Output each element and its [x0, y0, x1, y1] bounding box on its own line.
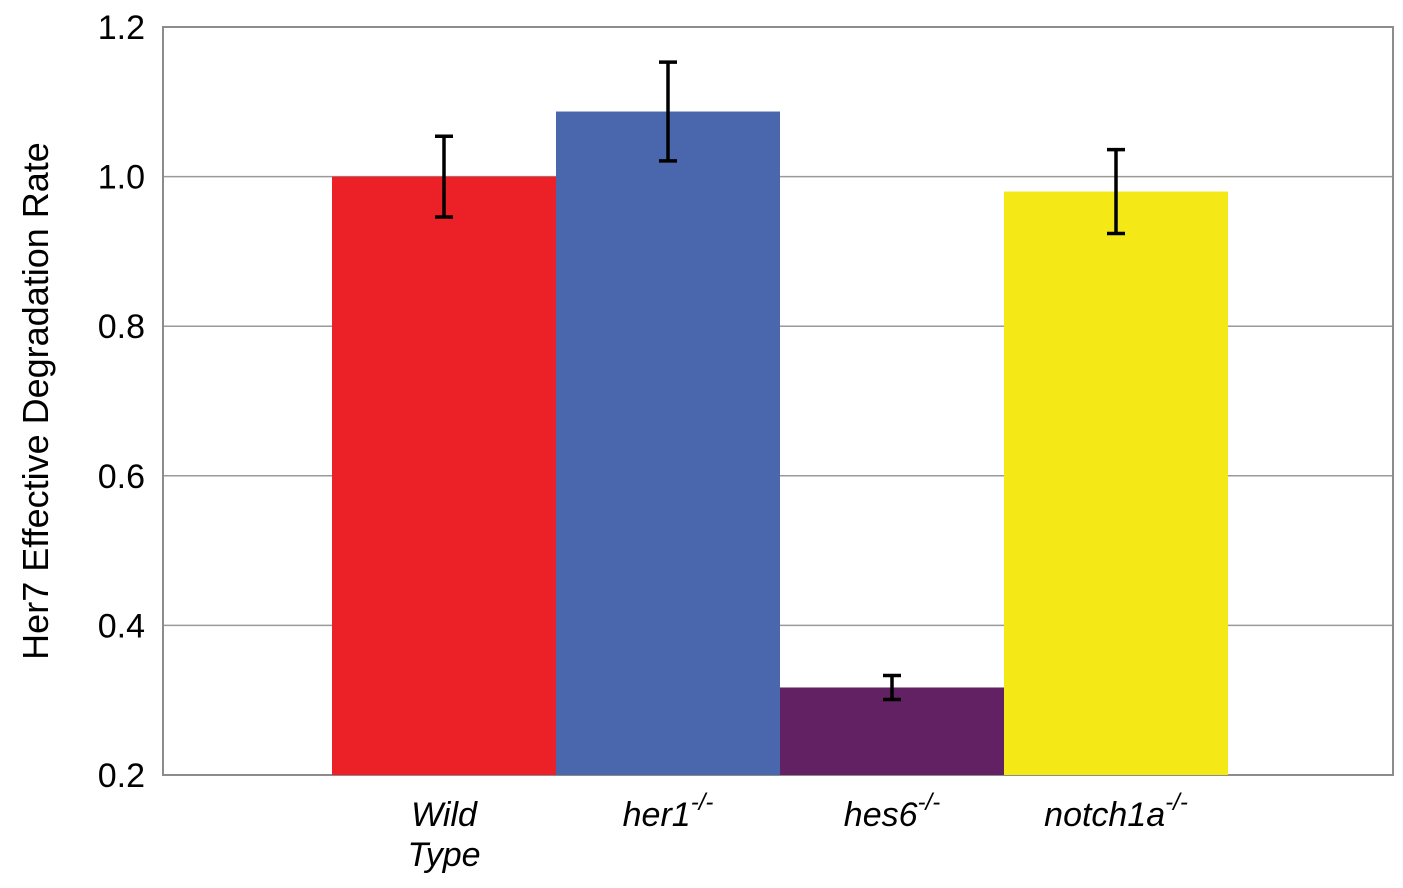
error-bar	[883, 673, 901, 702]
y-tick-label: 0.6	[98, 458, 145, 496]
x-category-label: hes6-/-	[844, 789, 940, 834]
bar-wild-type	[332, 176, 556, 776]
bar-hes6	[780, 687, 1004, 775]
x-category-label: notch1a-/-	[1044, 789, 1188, 834]
y-axis-label: Her7 Effective Degradation Rate	[15, 142, 56, 660]
y-tick-label: 1.0	[98, 159, 145, 197]
error-bar	[1107, 147, 1125, 236]
y-tick-label: 1.2	[98, 9, 145, 47]
error-bar	[435, 134, 453, 219]
error-bars	[435, 60, 1125, 702]
x-category-label: her1-/-	[623, 789, 714, 834]
error-bar	[659, 60, 677, 163]
y-tick-label: 0.2	[98, 757, 145, 795]
bars	[332, 111, 1228, 776]
y-axis-ticks: 0.2 0.4 0.6 0.8 1.0 1.2	[98, 9, 145, 795]
bar-her1	[556, 111, 780, 776]
x-axis-categories: Wild Type her1-/- hes6-/- notch1a-/-	[407, 789, 1187, 874]
x-category-label: Wild Type	[407, 796, 480, 874]
y-tick-label: 0.4	[98, 607, 145, 645]
y-tick-label: 0.8	[98, 308, 145, 346]
bar-notch1a	[1004, 191, 1228, 775]
